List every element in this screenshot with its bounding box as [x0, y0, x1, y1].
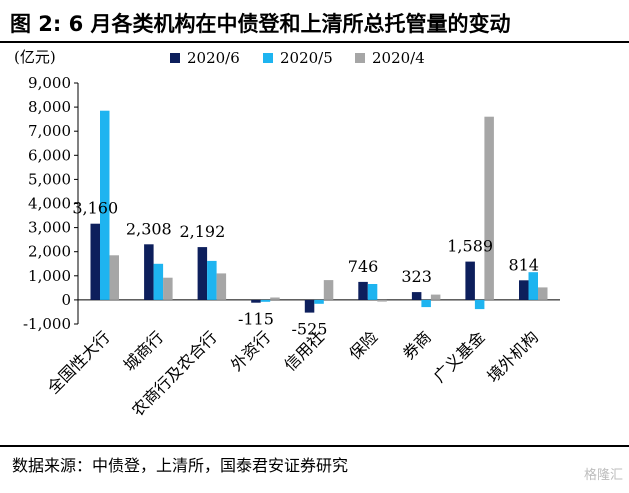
- y-tick-label: 7,000: [28, 122, 71, 140]
- bar-2020-5: [367, 284, 378, 300]
- data-label: 3,160: [72, 199, 118, 218]
- bar-2020-5: [260, 299, 271, 302]
- footer: 数据来源：中债登，上清所，国泰君安证券研究 格隆汇: [0, 452, 629, 492]
- data-label: -115: [238, 310, 274, 329]
- bar-2020-6: [411, 292, 422, 300]
- bar-2020-5: [421, 299, 431, 308]
- category-label: 境外机构: [483, 327, 542, 386]
- bar-2020-4: [377, 299, 387, 302]
- source-note: 数据来源：中债登，上清所，国泰君安证券研究: [12, 456, 349, 475]
- bar-2020-4: [109, 255, 119, 300]
- bar-2020-6: [197, 247, 208, 300]
- data-label: 2,192: [179, 222, 225, 241]
- y-unit-label: (亿元): [14, 48, 56, 66]
- y-tick-label: 0: [61, 291, 71, 309]
- legend-label: 2020/6: [187, 49, 240, 67]
- bar-2020-6: [304, 299, 315, 313]
- category-label: 广义基金: [430, 327, 489, 386]
- legend-label: 2020/5: [280, 49, 333, 67]
- legend-swatch: [263, 53, 273, 63]
- data-label: 323: [401, 267, 432, 286]
- data-label: 746: [348, 257, 379, 276]
- y-tick-label: 5,000: [28, 170, 71, 188]
- y-tick-label: 4,000: [28, 195, 71, 213]
- bar-2020-4: [538, 287, 548, 300]
- bar-chart: (亿元) -1,000 0 1,000 2,000 3,000 4,000 5,000 6,00…: [14, 48, 560, 420]
- bar-2020-5: [314, 299, 324, 304]
- bar-2020-4: [216, 273, 227, 300]
- bar-2020-4: [323, 280, 334, 300]
- bar-2020-6: [90, 223, 100, 300]
- data-label: 814: [508, 255, 539, 274]
- bar-2020-5: [474, 299, 485, 310]
- bar-2020-6: [251, 299, 261, 303]
- footer-rule: [0, 445, 629, 447]
- bar-2020-4: [430, 294, 441, 300]
- category-label: 外资行: [227, 327, 274, 374]
- title-rule: [0, 41, 629, 43]
- y-tick-label: 9,000: [28, 74, 71, 92]
- y-tick-label: -1,000: [23, 315, 71, 333]
- title-bar: 图 2: 6 月各类机构在中债登和上清所总托管量的变动: [0, 0, 629, 42]
- y-tick-label: 8,000: [28, 98, 71, 116]
- y-tick-label: 1,000: [28, 267, 71, 285]
- bar-2020-6: [144, 244, 154, 300]
- category-label: 保险: [345, 327, 381, 363]
- bar-2020-6: [358, 281, 368, 300]
- bar-2020-5: [153, 263, 164, 300]
- bar-2020-5: [528, 272, 538, 300]
- bar-2020-5: [100, 110, 110, 300]
- data-label: -525: [292, 320, 328, 339]
- watermark: 格隆汇: [583, 468, 623, 483]
- bar-2020-6: [465, 261, 475, 300]
- y-tick-label: 2,000: [28, 243, 71, 261]
- legend-label: 2020/4: [372, 49, 425, 67]
- bar-2020-4: [270, 297, 280, 300]
- category-label: 全国性大行: [44, 327, 114, 397]
- figure-title: 图 2: 6 月各类机构在中债登和上清所总托管量的变动: [10, 12, 511, 36]
- data-label: 2,308: [126, 219, 172, 238]
- data-label: 1,589: [447, 237, 493, 256]
- bar-2020-6: [519, 280, 529, 300]
- y-tick-label: 3,000: [28, 219, 71, 237]
- bar-2020-4: [163, 277, 173, 300]
- bar-2020-5: [207, 260, 217, 300]
- legend-swatch: [170, 53, 180, 63]
- category-label: 城商行: [120, 327, 167, 374]
- bar-2020-4: [484, 116, 494, 300]
- legend-swatch: [355, 53, 365, 63]
- category-label: 券商: [399, 327, 435, 363]
- y-tick-label: 6,000: [28, 146, 71, 164]
